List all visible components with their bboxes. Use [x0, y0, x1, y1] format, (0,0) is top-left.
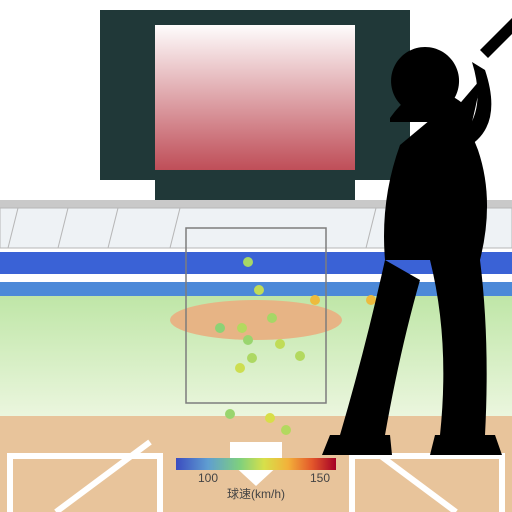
colorbar-tick-label: 100 — [198, 471, 218, 485]
batter-foot — [430, 435, 502, 455]
pitch-point — [281, 425, 291, 435]
pitch-point — [267, 313, 277, 323]
pitchers-mound — [170, 300, 342, 340]
pitch-point — [265, 413, 275, 423]
pitch-point — [275, 339, 285, 349]
colorbar-axis-label: 球速(km/h) — [227, 487, 285, 501]
pitch-point — [310, 295, 320, 305]
pitch-point — [366, 295, 376, 305]
pitch-point — [243, 257, 253, 267]
pitch-point — [215, 323, 225, 333]
scoreboard-screen — [155, 25, 355, 170]
batter-foot — [322, 435, 392, 455]
colorbar — [176, 458, 336, 470]
colorbar-tick-label: 150 — [310, 471, 330, 485]
pitch-point — [237, 323, 247, 333]
pitch-point — [247, 353, 257, 363]
pitch-point — [243, 335, 253, 345]
pitch-point — [295, 351, 305, 361]
pitch-point — [235, 363, 245, 373]
pitch-point — [254, 285, 264, 295]
pitch-point — [225, 409, 235, 419]
